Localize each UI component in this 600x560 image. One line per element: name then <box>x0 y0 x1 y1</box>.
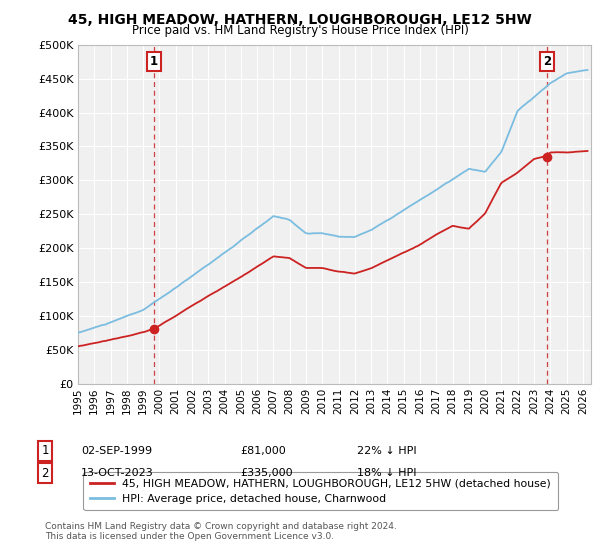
Text: 02-SEP-1999: 02-SEP-1999 <box>81 446 152 456</box>
Text: 1: 1 <box>150 55 158 68</box>
Text: 45, HIGH MEADOW, HATHERN, LOUGHBOROUGH, LE12 5HW: 45, HIGH MEADOW, HATHERN, LOUGHBOROUGH, … <box>68 13 532 27</box>
Text: 1: 1 <box>41 444 49 458</box>
Text: £335,000: £335,000 <box>240 468 293 478</box>
Text: 13-OCT-2023: 13-OCT-2023 <box>81 468 154 478</box>
Text: £81,000: £81,000 <box>240 446 286 456</box>
Text: Contains HM Land Registry data © Crown copyright and database right 2024.
This d: Contains HM Land Registry data © Crown c… <box>45 522 397 542</box>
Legend: 45, HIGH MEADOW, HATHERN, LOUGHBOROUGH, LE12 5HW (detached house), HPI: Average : 45, HIGH MEADOW, HATHERN, LOUGHBOROUGH, … <box>83 472 557 510</box>
Text: 2: 2 <box>543 55 551 68</box>
Text: 18% ↓ HPI: 18% ↓ HPI <box>357 468 416 478</box>
Text: Price paid vs. HM Land Registry's House Price Index (HPI): Price paid vs. HM Land Registry's House … <box>131 24 469 36</box>
Text: 22% ↓ HPI: 22% ↓ HPI <box>357 446 416 456</box>
Text: 2: 2 <box>41 466 49 480</box>
